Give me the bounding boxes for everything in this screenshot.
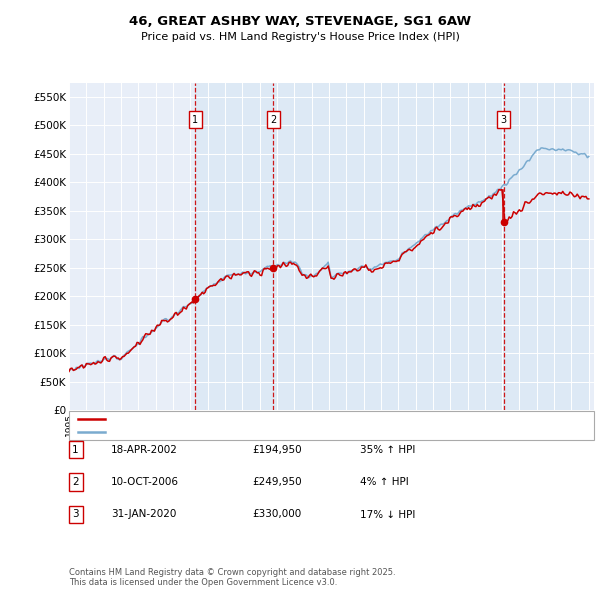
Bar — [503, 83, 589, 410]
Text: 46, GREAT ASHBY WAY, STEVENAGE, SG1 6AW (semi-detached house): 46, GREAT ASHBY WAY, STEVENAGE, SG1 6AW … — [111, 414, 453, 424]
Text: 10-OCT-2006: 10-OCT-2006 — [111, 477, 179, 487]
Bar — [196, 83, 273, 410]
Text: 3: 3 — [500, 114, 506, 124]
Text: 2: 2 — [270, 114, 276, 124]
Text: £194,950: £194,950 — [252, 445, 302, 454]
Text: 1: 1 — [192, 114, 199, 124]
Text: 17% ↓ HPI: 17% ↓ HPI — [360, 510, 415, 519]
Text: 31-JAN-2020: 31-JAN-2020 — [111, 510, 176, 519]
Text: 1: 1 — [72, 445, 79, 454]
Text: 2: 2 — [72, 477, 79, 487]
Bar — [273, 83, 503, 410]
Text: Price paid vs. HM Land Registry's House Price Index (HPI): Price paid vs. HM Land Registry's House … — [140, 32, 460, 42]
Text: 35% ↑ HPI: 35% ↑ HPI — [360, 445, 415, 454]
Text: £249,950: £249,950 — [252, 477, 302, 487]
Text: Contains HM Land Registry data © Crown copyright and database right 2025.
This d: Contains HM Land Registry data © Crown c… — [69, 568, 395, 587]
Text: HPI: Average price, semi-detached house, North Hertfordshire: HPI: Average price, semi-detached house,… — [111, 427, 413, 437]
Text: 46, GREAT ASHBY WAY, STEVENAGE, SG1 6AW: 46, GREAT ASHBY WAY, STEVENAGE, SG1 6AW — [129, 15, 471, 28]
Text: 18-APR-2002: 18-APR-2002 — [111, 445, 178, 454]
Text: 3: 3 — [72, 510, 79, 519]
Text: 4% ↑ HPI: 4% ↑ HPI — [360, 477, 409, 487]
Text: £330,000: £330,000 — [252, 510, 301, 519]
